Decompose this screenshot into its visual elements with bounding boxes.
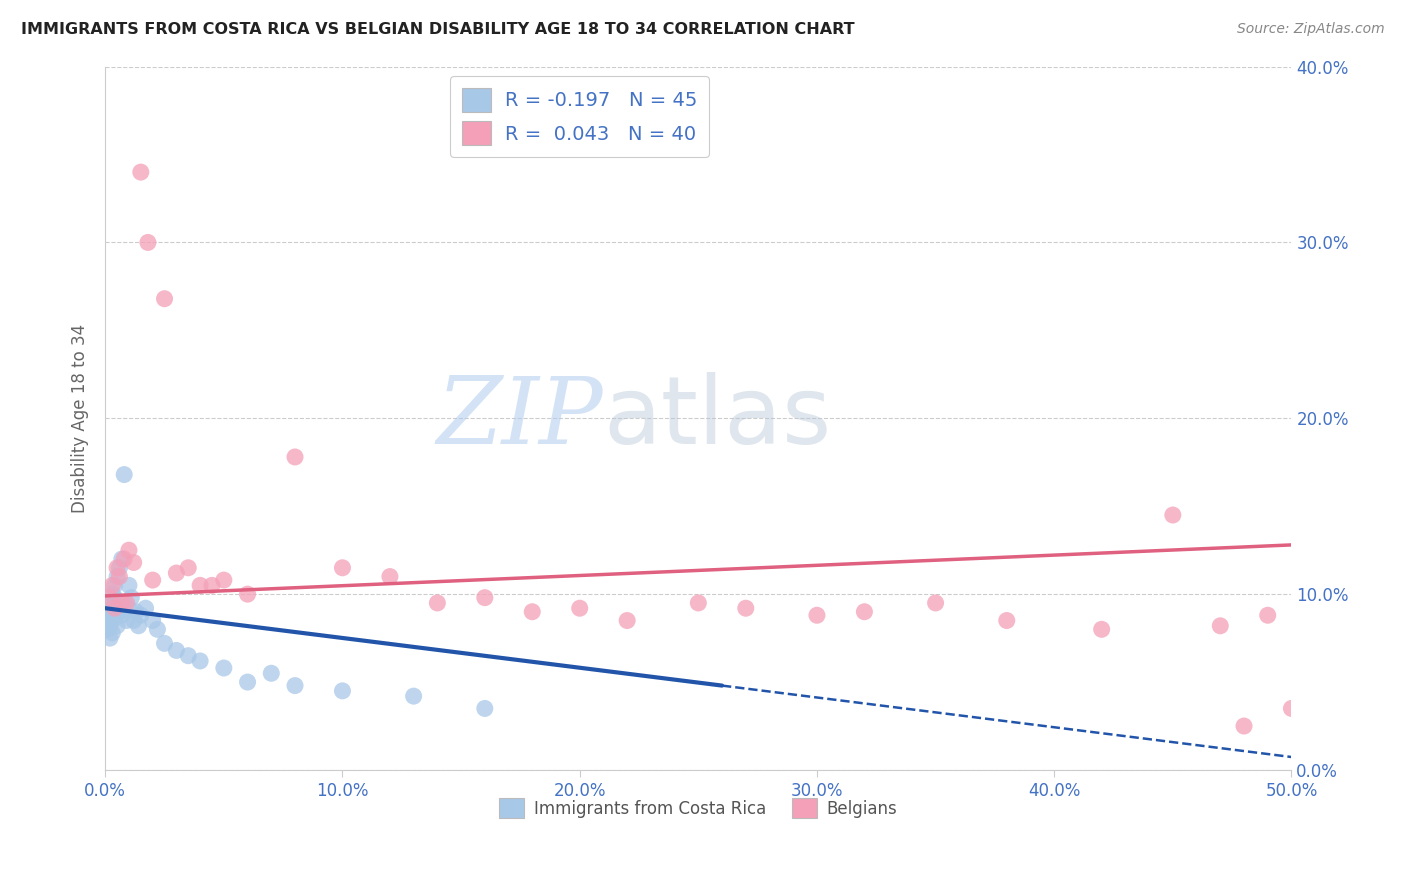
Point	[101, 587, 124, 601]
Point	[108, 561, 131, 575]
Point	[111, 596, 134, 610]
Point	[212, 573, 235, 587]
Text: IMMIGRANTS FROM COSTA RICA VS BELGIAN DISABILITY AGE 18 TO 34 CORRELATION CHART: IMMIGRANTS FROM COSTA RICA VS BELGIAN DI…	[21, 22, 855, 37]
Point	[98, 608, 121, 623]
Point	[734, 601, 756, 615]
Point	[284, 450, 307, 464]
Point	[153, 292, 176, 306]
Point	[142, 573, 165, 587]
Point	[98, 596, 121, 610]
Point	[1281, 701, 1303, 715]
Text: Source: ZipAtlas.com: Source: ZipAtlas.com	[1237, 22, 1385, 37]
Point	[378, 569, 401, 583]
Point	[146, 623, 169, 637]
Point	[98, 591, 121, 605]
Point	[135, 601, 157, 615]
Point	[118, 543, 141, 558]
Point	[426, 596, 449, 610]
Point	[153, 636, 176, 650]
Point	[98, 619, 121, 633]
Point	[108, 605, 131, 619]
Point	[112, 467, 135, 482]
Y-axis label: Disability Age 18 to 34: Disability Age 18 to 34	[72, 324, 89, 513]
Point	[136, 235, 159, 250]
Point	[122, 556, 145, 570]
Point	[97, 614, 120, 628]
Point	[402, 689, 425, 703]
Point	[120, 591, 142, 605]
Point	[688, 596, 710, 610]
Point	[1161, 508, 1184, 522]
Point	[1209, 619, 1232, 633]
Point	[112, 596, 135, 610]
Point	[568, 601, 591, 615]
Point	[236, 587, 259, 601]
Point	[1233, 719, 1256, 733]
Text: atlas: atlas	[603, 372, 832, 465]
Point	[332, 684, 354, 698]
Point	[101, 578, 124, 592]
Legend: Immigrants from Costa Rica, Belgians: Immigrants from Costa Rica, Belgians	[492, 791, 904, 825]
Point	[108, 569, 131, 583]
Point	[115, 596, 138, 610]
Point	[165, 566, 187, 580]
Point	[474, 591, 496, 605]
Point	[115, 614, 138, 628]
Point	[332, 561, 354, 575]
Point	[125, 605, 148, 619]
Point	[188, 654, 211, 668]
Point	[105, 561, 128, 575]
Point	[142, 614, 165, 628]
Point	[924, 596, 946, 610]
Point	[616, 614, 638, 628]
Point	[97, 623, 120, 637]
Point	[104, 591, 127, 605]
Point	[101, 614, 124, 628]
Point	[474, 701, 496, 715]
Point	[260, 666, 283, 681]
Point	[104, 608, 127, 623]
Point	[122, 614, 145, 628]
Point	[118, 578, 141, 592]
Point	[97, 605, 120, 619]
Point	[201, 578, 224, 592]
Point	[177, 648, 200, 663]
Point	[188, 578, 211, 592]
Point	[105, 619, 128, 633]
Point	[101, 625, 124, 640]
Point	[1091, 623, 1114, 637]
Point	[98, 631, 121, 645]
Text: ZIP: ZIP	[437, 373, 603, 463]
Point	[995, 614, 1018, 628]
Point	[522, 605, 544, 619]
Point	[111, 552, 134, 566]
Point	[212, 661, 235, 675]
Point	[112, 552, 135, 566]
Point	[118, 601, 141, 615]
Point	[129, 608, 152, 623]
Point	[853, 605, 876, 619]
Point	[104, 601, 127, 615]
Point	[111, 608, 134, 623]
Point	[104, 578, 127, 592]
Point	[105, 596, 128, 610]
Point	[177, 561, 200, 575]
Point	[127, 619, 149, 633]
Point	[165, 643, 187, 657]
Point	[236, 675, 259, 690]
Point	[806, 608, 828, 623]
Point	[101, 601, 124, 615]
Point	[1257, 608, 1279, 623]
Point	[129, 165, 152, 179]
Point	[105, 569, 128, 583]
Point	[284, 679, 307, 693]
